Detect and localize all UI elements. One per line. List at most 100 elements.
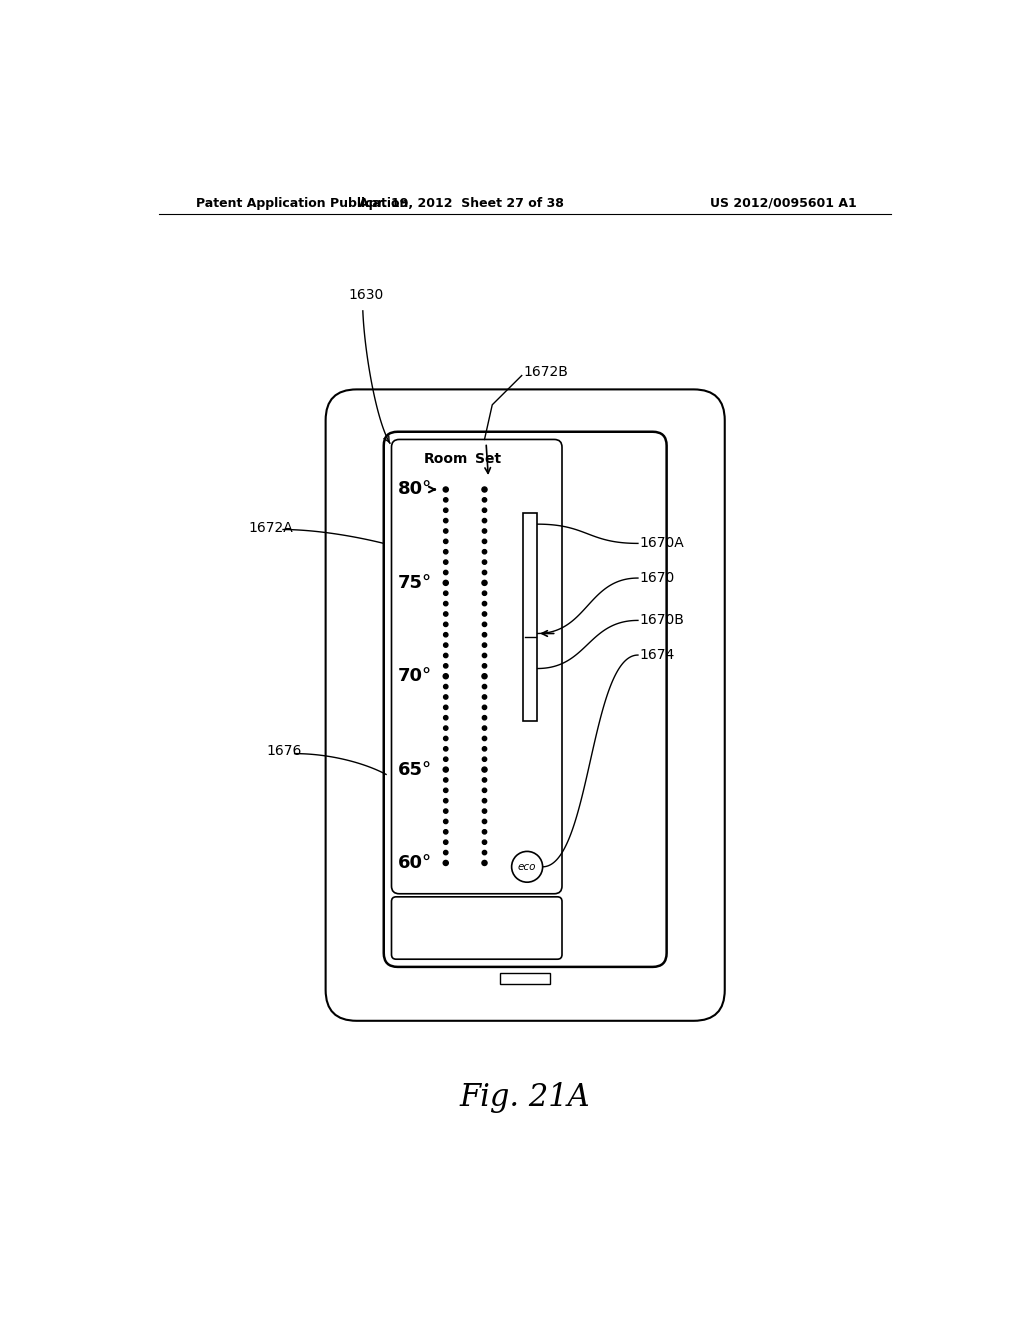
Circle shape (443, 747, 447, 751)
Circle shape (443, 737, 447, 741)
Circle shape (482, 581, 487, 585)
Text: Patent Application Publication: Patent Application Publication (197, 197, 409, 210)
Circle shape (443, 529, 447, 533)
Text: 60°: 60° (397, 854, 432, 873)
Circle shape (443, 705, 447, 710)
Text: 1672A: 1672A (248, 521, 293, 535)
Circle shape (482, 830, 486, 834)
Circle shape (482, 612, 486, 616)
Circle shape (443, 602, 447, 606)
Text: eco: eco (518, 862, 537, 871)
Circle shape (482, 632, 486, 636)
Text: 1674: 1674 (640, 648, 675, 663)
Text: 1676: 1676 (266, 744, 301, 758)
Circle shape (482, 747, 486, 751)
Circle shape (443, 850, 447, 855)
Circle shape (443, 487, 449, 492)
Circle shape (482, 758, 486, 762)
Text: 1670A: 1670A (640, 536, 684, 550)
Circle shape (443, 591, 447, 595)
Circle shape (482, 529, 486, 533)
Circle shape (443, 498, 447, 502)
Text: Apr. 19, 2012  Sheet 27 of 38: Apr. 19, 2012 Sheet 27 of 38 (358, 197, 563, 210)
Circle shape (443, 715, 447, 719)
Circle shape (443, 622, 447, 627)
Circle shape (482, 726, 486, 730)
Text: Room: Room (424, 451, 468, 466)
Circle shape (482, 820, 486, 824)
Text: 1670: 1670 (640, 572, 675, 585)
FancyBboxPatch shape (391, 896, 562, 960)
Circle shape (443, 777, 447, 783)
Circle shape (482, 570, 486, 574)
Circle shape (482, 705, 486, 710)
Circle shape (482, 508, 486, 512)
Circle shape (443, 549, 447, 554)
Text: 1670B: 1670B (640, 614, 684, 627)
Circle shape (443, 632, 447, 636)
Circle shape (443, 560, 447, 564)
Circle shape (443, 570, 447, 574)
Circle shape (443, 694, 447, 700)
Circle shape (482, 560, 486, 564)
Circle shape (443, 726, 447, 730)
Circle shape (482, 498, 486, 502)
Circle shape (482, 539, 486, 544)
Circle shape (482, 519, 486, 523)
Bar (523, 512, 538, 721)
Circle shape (443, 799, 447, 803)
Circle shape (482, 685, 486, 689)
Circle shape (482, 850, 486, 855)
Circle shape (443, 809, 447, 813)
Circle shape (482, 487, 487, 492)
Text: 1672B: 1672B (523, 366, 568, 379)
Circle shape (443, 685, 447, 689)
Circle shape (443, 758, 447, 762)
Circle shape (482, 664, 486, 668)
Circle shape (443, 653, 447, 657)
Text: Fig. 21A: Fig. 21A (460, 1082, 590, 1113)
Circle shape (482, 653, 486, 657)
Circle shape (443, 539, 447, 544)
Circle shape (482, 549, 486, 554)
Text: US 2012/0095601 A1: US 2012/0095601 A1 (710, 197, 856, 210)
Circle shape (443, 788, 447, 792)
Circle shape (443, 643, 447, 647)
FancyBboxPatch shape (391, 440, 562, 894)
Circle shape (482, 737, 486, 741)
Circle shape (443, 830, 447, 834)
Text: 65°: 65° (397, 760, 432, 779)
Circle shape (482, 591, 486, 595)
Circle shape (443, 673, 449, 678)
Circle shape (512, 851, 543, 882)
Text: 75°: 75° (397, 574, 432, 591)
Text: 80°: 80° (397, 480, 432, 499)
Circle shape (482, 715, 486, 719)
Circle shape (482, 767, 487, 772)
Circle shape (482, 694, 486, 700)
Circle shape (482, 861, 487, 866)
Circle shape (482, 809, 486, 813)
Circle shape (482, 622, 486, 627)
Circle shape (482, 840, 486, 845)
FancyBboxPatch shape (326, 389, 725, 1020)
Circle shape (443, 840, 447, 845)
Circle shape (443, 767, 449, 772)
Circle shape (443, 519, 447, 523)
FancyBboxPatch shape (384, 432, 667, 966)
Circle shape (443, 581, 449, 585)
Bar (500, 973, 550, 983)
Circle shape (482, 799, 486, 803)
Circle shape (443, 612, 447, 616)
Circle shape (482, 777, 486, 783)
Text: Set: Set (475, 451, 502, 466)
Text: 70°: 70° (397, 667, 432, 685)
Circle shape (482, 788, 486, 792)
Circle shape (482, 643, 486, 647)
Circle shape (443, 861, 449, 866)
Circle shape (443, 664, 447, 668)
Circle shape (443, 508, 447, 512)
Text: 1630: 1630 (349, 289, 384, 302)
Circle shape (482, 673, 487, 678)
Circle shape (482, 602, 486, 606)
